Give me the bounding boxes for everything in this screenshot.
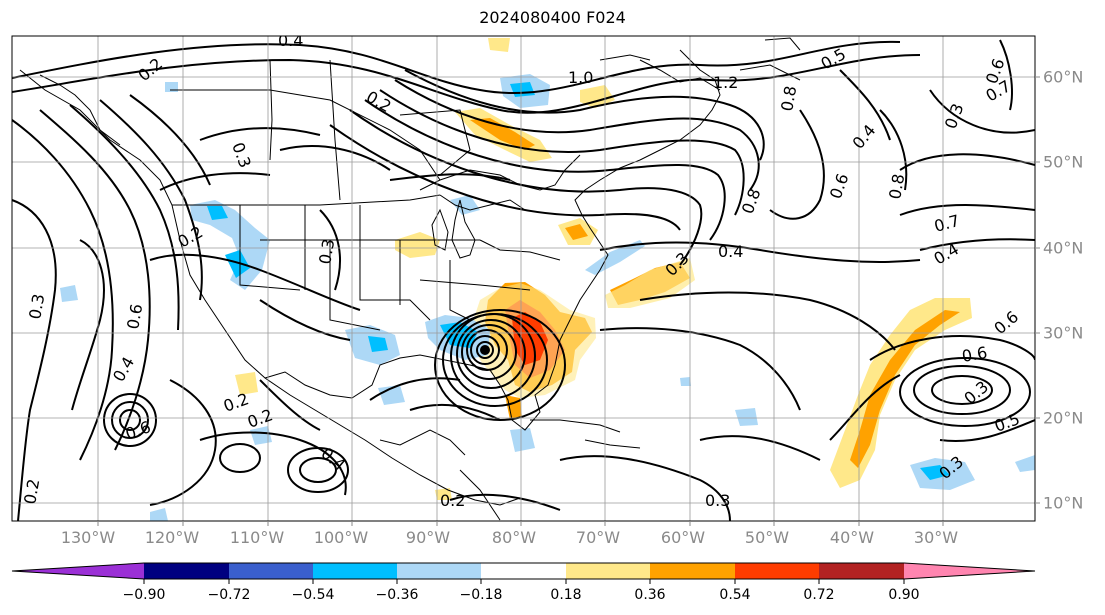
positive-anomaly-midwest [395,232,440,258]
colorbar [11,562,1036,584]
colorbar-segment [144,563,229,579]
longitude-label: 60°W [660,528,706,547]
negative-anomaly-atlantic [585,240,645,275]
contour-label: 0.6 [826,171,853,201]
colorbar-segment [735,563,819,579]
contour-label: 0.5 [992,409,1022,436]
contour-label: 0.2 [440,491,465,510]
contour-label: 1.0 [568,68,593,87]
colorbar-segment [12,563,144,579]
axis-ticks [97,76,1040,526]
contour-label: 0.6 [960,343,988,366]
longitude-label: 70°W [575,528,621,547]
contour-lines [12,39,1035,521]
contour-label: 0.4 [849,121,880,153]
latitude-label: 50°N [1043,152,1084,172]
contour-label-group: 0.4 0.2 1.0 1.2 0.3 0.8 0.5 0.6 0.7 0.2 … [20,31,1022,510]
contour-label: 0.4 [718,242,743,261]
contour-label: 0.3 [941,101,968,131]
latitude-label: 10°N [1043,493,1084,513]
longitude-label: 80°W [491,528,537,547]
colorbar-tick-label: 0.36 [634,587,666,603]
longitude-label: 30°W [913,528,959,547]
colorbar-segment [904,563,1035,579]
contour-label: 1.2 [713,73,738,92]
longitude-label: 50°W [744,528,790,547]
contour-label: 0.4 [278,31,303,50]
longitude-label: 130°W [60,528,116,547]
contour-label: 0.3 [25,292,48,320]
contour-label: 0.4 [109,353,138,385]
longitude-label: 110°W [229,528,285,547]
latitude-label: 30°N [1043,323,1084,343]
colorbar-tick-label: 0.18 [550,587,582,603]
colorbar-segment [481,563,566,579]
colorbar-segment [566,563,650,579]
colorbar-tick-label: −0.72 [207,587,251,603]
coastlines-and-borders [19,37,801,521]
colorbar-segment [397,563,481,579]
contour-label: 0.2 [175,222,207,251]
longitude-label: 100°W [313,528,369,547]
contour-label: 0.8 [777,84,800,112]
contour-label: 0.8 [885,172,908,200]
contour-label: 0.3 [705,491,730,510]
contour-label: 0.2 [134,54,166,85]
colorbar-segment [313,563,397,579]
colorbar-tick-label: −0.18 [459,587,503,603]
longitude-label: 120°W [144,528,200,547]
latitude-label: 40°N [1043,238,1084,258]
colorbar-segment [819,563,904,579]
contour-label: 0.3 [315,237,338,265]
colorbar-tick-label: −0.36 [375,587,419,603]
map-title: 2024080400 F024 [479,8,626,27]
colorbar-tick-label: −0.54 [291,587,335,603]
map-frame [11,35,1036,522]
longitude-label: 90°W [405,528,451,547]
latitude-label: 60°N [1043,67,1084,87]
longitude-label: 40°W [829,528,875,547]
contour-label: 0.2 [20,477,43,505]
contour-label: 0.3 [228,140,255,170]
colorbar-segment [650,563,735,579]
contour-label: 0.2 [245,405,275,432]
colorbar-tick-label: 0.90 [888,587,920,603]
contour-label: 0.2 [363,87,395,116]
contour-label: 0.6 [990,307,1022,338]
colorbar-tick-label: 0.54 [719,587,751,603]
colorbar-tick-label: 0.72 [803,587,835,603]
colorbar-tick-label: −0.90 [122,587,166,603]
contour-label: 0.5 [818,44,850,73]
colorbar-segment [229,563,313,579]
contour-label: 0.6 [123,302,146,330]
graticule [12,36,1035,521]
latitude-label: 20°N [1043,408,1084,428]
filled-anomaly-areas [60,38,1035,521]
contour-label: 0.7 [932,211,962,236]
